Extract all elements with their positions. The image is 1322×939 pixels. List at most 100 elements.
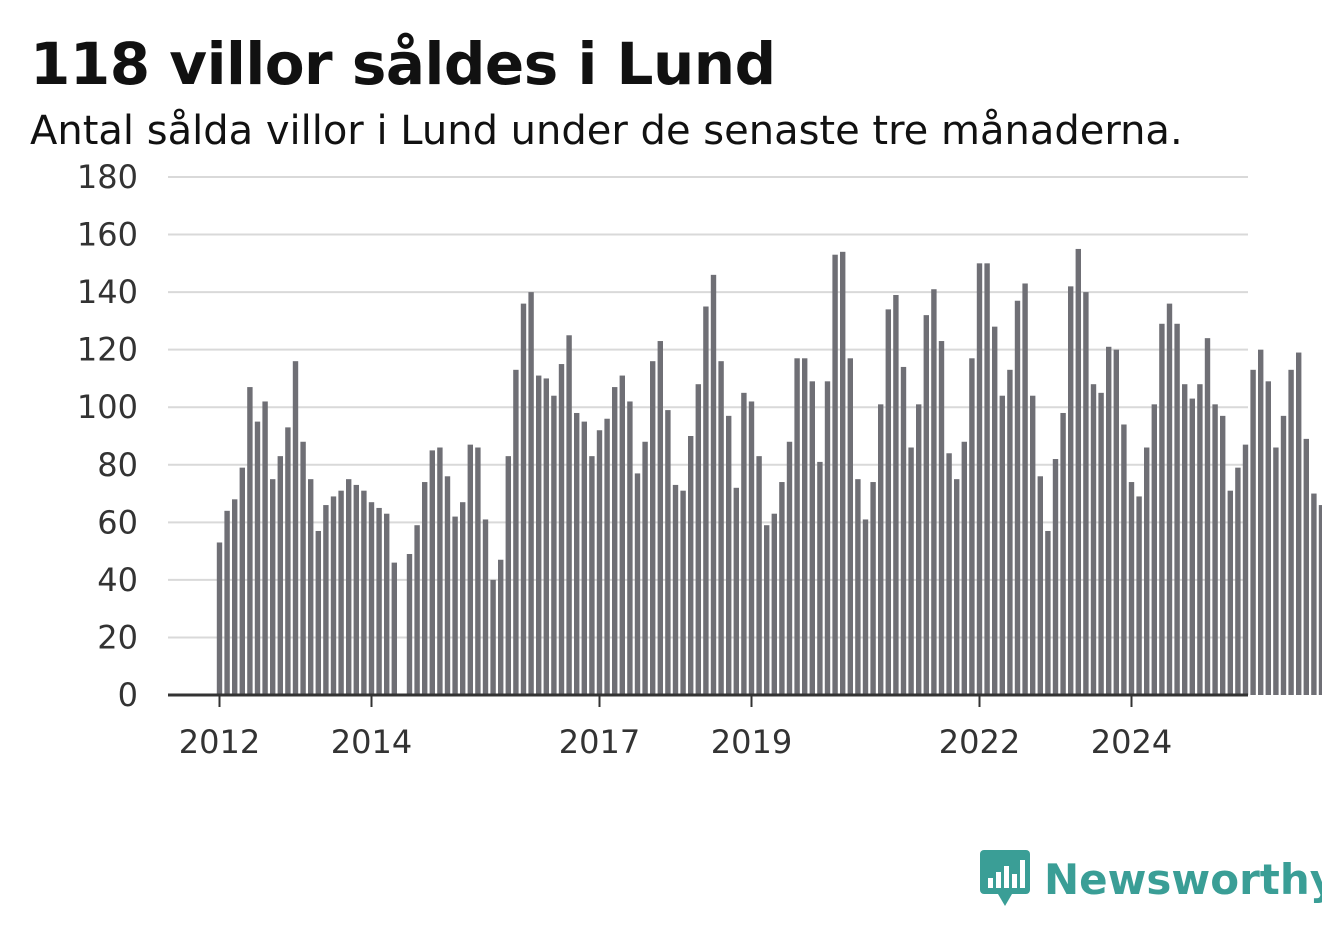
bar	[1235, 467, 1241, 695]
y-tick-label: 160	[77, 216, 138, 254]
bar	[1128, 482, 1135, 695]
y-tick-label: 120	[77, 331, 138, 369]
bar	[748, 401, 755, 695]
bar	[741, 392, 747, 695]
bar	[270, 479, 276, 695]
bar	[589, 456, 595, 695]
bar	[467, 444, 473, 695]
bar	[444, 476, 451, 695]
bar	[232, 499, 238, 695]
bar	[946, 453, 952, 695]
bar	[642, 441, 648, 695]
bar	[254, 421, 261, 695]
bar	[384, 513, 390, 695]
bar	[513, 369, 519, 695]
bar	[992, 326, 998, 695]
bar	[893, 294, 899, 695]
bar	[262, 401, 268, 695]
bar	[1098, 392, 1104, 695]
bar	[688, 436, 694, 695]
bar	[794, 358, 800, 695]
bar	[619, 375, 625, 695]
bar	[1014, 300, 1021, 695]
y-tick-label: 100	[77, 388, 138, 426]
bar	[931, 289, 937, 695]
bar	[1197, 384, 1203, 695]
bar	[429, 450, 435, 695]
bar	[1242, 444, 1249, 695]
x-tick-label: 2019	[711, 723, 792, 761]
bar	[1052, 459, 1059, 695]
x-tick-label: 2017	[559, 723, 640, 761]
bar	[885, 309, 891, 695]
bar	[498, 559, 504, 695]
bar	[353, 484, 359, 695]
bar	[330, 496, 337, 695]
bar	[1144, 447, 1150, 695]
bar	[923, 315, 929, 695]
x-tick-label: 2024	[1091, 723, 1172, 761]
y-tick-label: 80	[97, 446, 138, 484]
bar	[1303, 438, 1309, 695]
bar	[1007, 369, 1013, 695]
bar	[300, 441, 306, 695]
brand-name: Newsworthy	[1044, 854, 1322, 904]
bar	[1060, 412, 1066, 695]
bar	[292, 361, 299, 695]
bar	[1220, 415, 1226, 695]
bar	[368, 502, 375, 695]
bar	[1045, 530, 1051, 695]
bar	[756, 456, 762, 695]
bar	[1030, 395, 1036, 695]
bar	[764, 525, 770, 695]
bar	[338, 490, 344, 695]
bar	[847, 358, 853, 695]
bar	[665, 410, 671, 695]
bar	[224, 510, 230, 695]
bar	[604, 418, 610, 695]
bar	[672, 484, 679, 695]
bar	[802, 358, 808, 695]
bar	[771, 513, 777, 695]
bar	[505, 456, 511, 695]
bar	[703, 306, 709, 695]
bar	[938, 341, 945, 695]
bar	[566, 335, 572, 695]
bar	[612, 387, 618, 695]
bar	[1311, 493, 1317, 695]
bar	[809, 381, 815, 695]
bar	[376, 507, 382, 695]
bar	[718, 361, 724, 695]
bar	[452, 516, 458, 695]
bar	[916, 404, 922, 695]
bar	[475, 447, 481, 695]
bar	[1037, 476, 1043, 695]
bar	[346, 479, 352, 695]
x-tick-label: 2012	[179, 723, 260, 761]
bar	[1136, 496, 1142, 695]
y-tick-label: 0	[118, 676, 138, 714]
bar	[596, 430, 603, 695]
bar	[961, 441, 967, 695]
bar	[581, 421, 587, 695]
bar	[969, 358, 975, 695]
bar	[1075, 248, 1081, 695]
bar	[824, 381, 831, 695]
bar	[733, 487, 739, 695]
bar	[277, 456, 283, 695]
bar	[543, 378, 549, 695]
bar	[634, 473, 641, 695]
bar	[908, 447, 914, 695]
bar	[984, 263, 990, 695]
y-tick-label: 60	[97, 503, 138, 541]
bar	[1151, 404, 1157, 695]
bar	[247, 387, 253, 695]
bar	[460, 502, 466, 695]
bar	[406, 553, 413, 695]
bar	[680, 490, 686, 695]
bar	[1083, 292, 1089, 695]
bar	[520, 303, 527, 695]
bar	[817, 461, 823, 695]
bar	[315, 530, 321, 695]
bar	[1265, 381, 1271, 695]
